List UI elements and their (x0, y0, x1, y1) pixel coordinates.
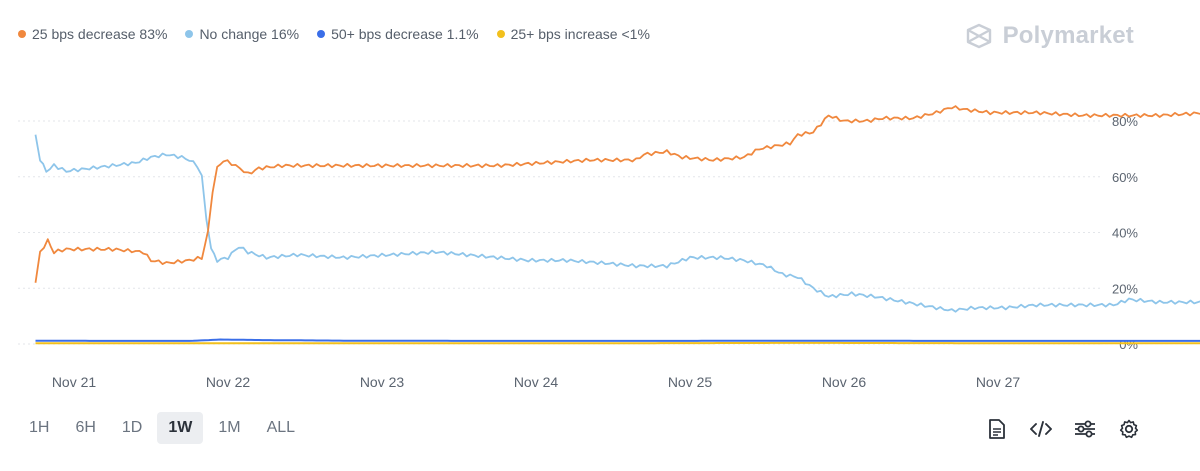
x-tick-label: Nov 22 (206, 374, 251, 390)
x-tick-label: Nov 25 (668, 374, 713, 390)
sliders-icon (1075, 420, 1095, 438)
polymarket-logo-icon (966, 23, 991, 49)
legend-dot (496, 30, 505, 38)
range-button-all[interactable]: ALL (266, 419, 296, 436)
range-button-1h[interactable]: 1H (29, 419, 50, 436)
legend-label: 25+ bps increase <1% (510, 26, 650, 42)
settings-button[interactable] (1118, 418, 1140, 440)
y-tick-label: 20% (1112, 281, 1138, 296)
y-tick-label: 60% (1112, 170, 1138, 185)
embed-button[interactable] (1030, 418, 1052, 440)
range-button-6h[interactable]: 6H (75, 419, 96, 436)
range-button-1d[interactable]: 1D (121, 419, 143, 436)
legend-item: 25 bps decrease 83% (18, 26, 167, 42)
y-tick-label: 0% (1119, 337, 1138, 352)
x-tick-label: Nov 24 (514, 374, 559, 390)
legend-dot (317, 30, 326, 38)
chart-toolbar (986, 418, 1140, 440)
legend-item: 50+ bps decrease 1.1% (317, 26, 479, 42)
y-tick-label: 80% (1112, 114, 1138, 129)
series-line (34, 105, 1200, 283)
adjust-button[interactable] (1074, 418, 1096, 440)
legend-item: 25+ bps increase <1% (496, 26, 650, 42)
probability-chart[interactable]: 0% 20% 40% 60% 80% Nov 21 Nov 22 Nov 23 Nov 24 No… (0, 80, 1200, 400)
legend-dot (18, 30, 26, 38)
code-icon (1030, 421, 1052, 437)
x-tick-label: Nov 26 (822, 374, 867, 390)
x-tick-label: Nov 23 (360, 374, 405, 390)
range-button-1m[interactable]: 1M (218, 419, 241, 436)
legend-dot (185, 30, 194, 38)
gear-icon (1119, 419, 1139, 439)
brand-name: Polymarket (1002, 22, 1134, 49)
series-line (34, 134, 1200, 313)
x-tick-label: Nov 21 (52, 374, 97, 390)
document-icon (989, 419, 1005, 439)
legend-item: No change 16% (185, 26, 299, 42)
time-range-selector: 1H 6H 1D 1W 1M ALL (18, 412, 306, 444)
brand-logo: Polymarket (965, 22, 1134, 50)
range-button-1w[interactable]: 1W (157, 412, 204, 444)
series-line (35, 338, 1200, 342)
legend-label: 50+ bps decrease 1.1% (331, 26, 479, 42)
document-button[interactable] (986, 418, 1008, 440)
y-tick-label: 40% (1112, 226, 1138, 241)
legend-label: 25 bps decrease 83% (32, 26, 168, 42)
chart-legend: 25 bps decrease 83% No change 16% 50+ bps … (18, 26, 650, 42)
legend-label: No change 16% (199, 26, 300, 42)
x-tick-label: Nov 27 (976, 374, 1021, 390)
